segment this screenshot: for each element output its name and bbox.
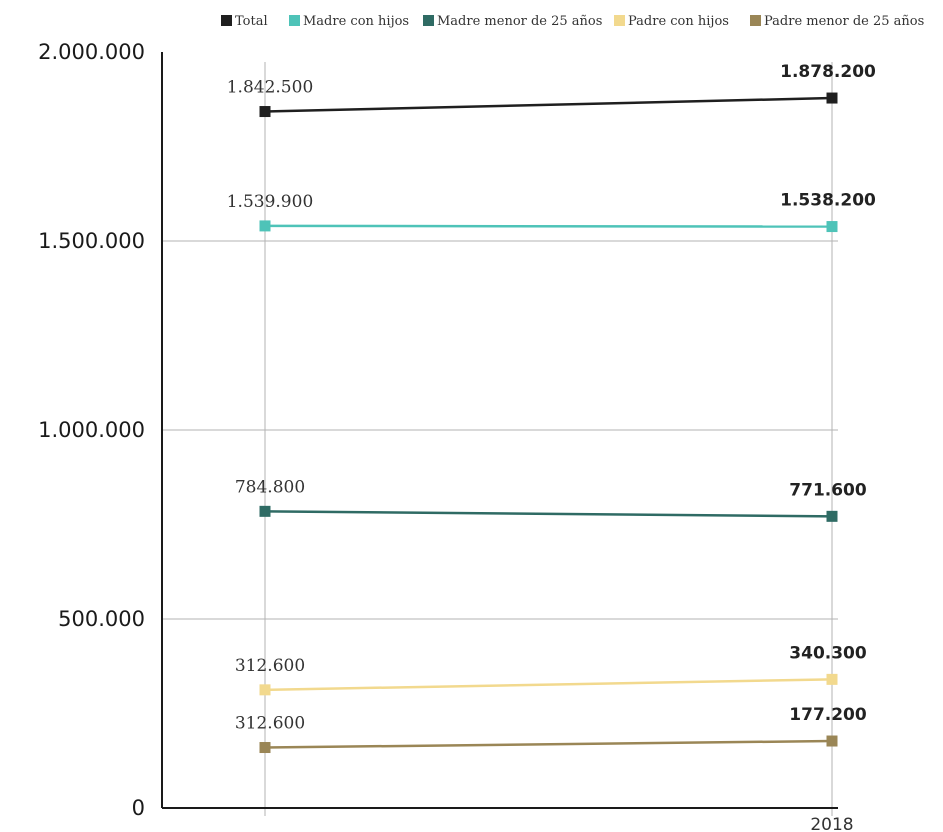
series-line	[264, 678, 833, 692]
data-point-marker	[826, 735, 838, 747]
y-tick-label: 2.000.000	[38, 40, 145, 64]
data-point-marker	[259, 684, 271, 696]
series-line	[264, 224, 833, 228]
data-label: 312.600	[235, 656, 305, 676]
data-label: 1.538.200	[780, 191, 876, 211]
data-labels: 1.842.500 1.878.200 1.539.900 1.538.200 784.…	[227, 62, 876, 733]
y-axis-ticks: 0 500.000 1.000.000 1.500.000 2.000.000	[38, 40, 145, 820]
series-line	[264, 96, 833, 113]
data-label: 771.600	[789, 480, 867, 500]
axes	[161, 52, 838, 809]
data-label: 340.300	[789, 643, 867, 663]
y-tick-label: 500.000	[58, 607, 145, 631]
legend-item: Padre con hijos	[614, 14, 729, 29]
legend-swatch	[614, 15, 625, 26]
series-group	[259, 92, 838, 754]
y-tick-label: 1.500.000	[38, 229, 145, 253]
data-label: 312.600	[235, 714, 305, 734]
legend-swatch	[289, 15, 300, 26]
data-point-marker	[259, 505, 271, 517]
legend-item: Madre menor de 25 años	[423, 14, 602, 29]
data-label: 1.878.200	[780, 62, 876, 82]
legend-label: Madre con hijos	[303, 14, 409, 29]
data-point-marker	[259, 742, 271, 754]
data-label: 1.842.500	[227, 78, 314, 98]
data-point-marker	[826, 673, 838, 685]
legend-item: Total	[221, 14, 268, 29]
data-label: 177.200	[789, 705, 867, 725]
legend-label: Total	[235, 14, 268, 29]
data-point-marker	[259, 106, 271, 118]
legend-swatch	[221, 15, 232, 26]
legend-label: Padre menor de 25 años	[764, 14, 924, 29]
legend: Total Madre con hijos Madre menor de 25 añ…	[221, 14, 924, 29]
series-line	[264, 739, 833, 749]
legend-item: Padre menor de 25 años	[750, 14, 924, 29]
data-point-marker	[259, 220, 271, 232]
data-label: 1.539.900	[227, 192, 314, 212]
data-point-marker	[826, 92, 838, 104]
series-line	[264, 510, 833, 518]
legend-swatch	[423, 15, 434, 26]
legend-label: Madre menor de 25 años	[437, 14, 602, 29]
gridlines	[162, 62, 838, 816]
legend-item: Madre con hijos	[289, 14, 409, 29]
y-tick-label: 1.000.000	[38, 418, 145, 442]
data-label: 784.800	[235, 477, 305, 497]
legend-label: Padre con hijos	[628, 14, 729, 29]
data-point-marker	[826, 221, 838, 233]
x-axis-ticks: 2018	[810, 815, 853, 832]
legend-swatch	[750, 15, 761, 26]
data-point-marker	[826, 510, 838, 522]
x-tick-label: 2018	[810, 815, 853, 832]
y-tick-label: 0	[132, 796, 145, 820]
